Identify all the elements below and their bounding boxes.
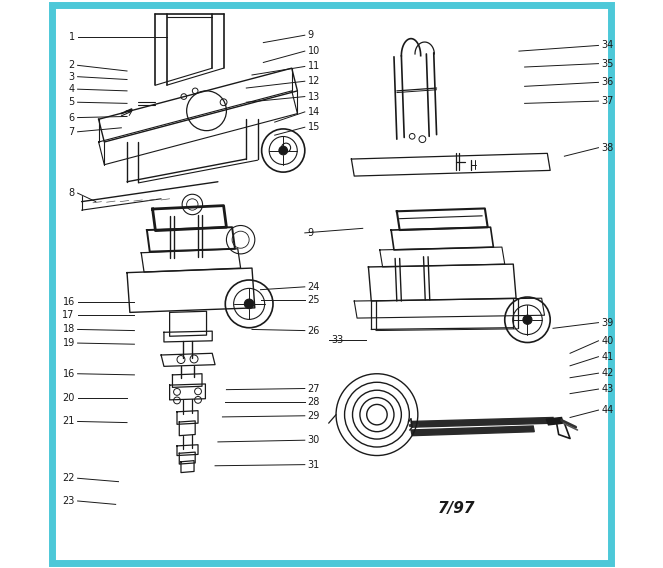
Text: 16: 16 <box>62 297 75 307</box>
Text: 36: 36 <box>601 77 613 87</box>
Text: 7: 7 <box>68 127 75 137</box>
Text: 20: 20 <box>62 392 75 403</box>
Circle shape <box>245 299 254 308</box>
Circle shape <box>279 146 288 155</box>
Polygon shape <box>546 417 564 425</box>
Text: 22: 22 <box>62 473 75 483</box>
Text: 31: 31 <box>308 460 320 470</box>
Text: 8: 8 <box>69 188 75 198</box>
Text: 14: 14 <box>308 107 320 117</box>
Text: 5: 5 <box>68 97 75 107</box>
Text: 24: 24 <box>308 282 320 292</box>
Text: 15: 15 <box>308 122 320 132</box>
Text: 18: 18 <box>62 324 75 335</box>
Text: 28: 28 <box>308 397 320 407</box>
Text: 33: 33 <box>332 335 343 345</box>
Text: 41: 41 <box>601 352 613 362</box>
Text: 13: 13 <box>308 91 320 102</box>
Text: 4: 4 <box>69 84 75 94</box>
Text: 27: 27 <box>308 383 320 394</box>
Circle shape <box>523 315 532 324</box>
Text: 42: 42 <box>601 368 614 378</box>
Text: 34: 34 <box>601 40 613 51</box>
Text: 35: 35 <box>601 59 614 69</box>
Text: 21: 21 <box>62 416 75 427</box>
Text: 37: 37 <box>601 96 614 106</box>
Text: 11: 11 <box>308 61 320 72</box>
Text: 10: 10 <box>308 46 320 56</box>
Polygon shape <box>411 417 554 427</box>
Text: 3: 3 <box>69 72 75 82</box>
Text: 6: 6 <box>69 112 75 123</box>
Text: 23: 23 <box>62 496 75 506</box>
Text: 17: 17 <box>62 310 75 320</box>
Text: 16: 16 <box>62 369 75 379</box>
Text: 9: 9 <box>308 30 314 40</box>
Text: 30: 30 <box>308 435 320 445</box>
Text: 44: 44 <box>601 405 613 415</box>
Text: 9: 9 <box>308 228 314 238</box>
Text: 7/97: 7/97 <box>438 501 475 516</box>
Text: 38: 38 <box>601 143 613 153</box>
Text: 40: 40 <box>601 336 613 346</box>
Text: 39: 39 <box>601 318 613 328</box>
Text: 1: 1 <box>69 32 75 42</box>
Polygon shape <box>411 426 534 436</box>
Text: 25: 25 <box>308 295 320 305</box>
Text: 29: 29 <box>308 411 320 421</box>
Text: 19: 19 <box>62 338 75 348</box>
Text: 2: 2 <box>68 60 75 70</box>
Text: 43: 43 <box>601 384 613 394</box>
Text: 12: 12 <box>308 76 320 86</box>
Text: 26: 26 <box>308 325 320 336</box>
